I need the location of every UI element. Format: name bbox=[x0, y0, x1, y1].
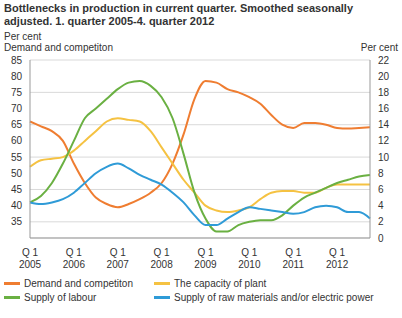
svg-text:16: 16 bbox=[378, 103, 390, 114]
svg-text:Q 12008: Q 12008 bbox=[150, 247, 173, 268]
svg-text:Q 12006: Q 12006 bbox=[63, 247, 86, 268]
svg-text:4: 4 bbox=[378, 200, 384, 211]
svg-text:18: 18 bbox=[378, 87, 390, 98]
svg-text:6: 6 bbox=[378, 184, 384, 195]
html-text:Supply of labour: Supply of labour bbox=[24, 292, 97, 303]
svg-text:22: 22 bbox=[378, 55, 390, 66]
svg-text:45: 45 bbox=[11, 184, 23, 195]
svg-text:80: 80 bbox=[11, 71, 23, 82]
svg-text:75: 75 bbox=[11, 87, 23, 98]
svg-text:8: 8 bbox=[378, 168, 384, 179]
svg-text:12: 12 bbox=[378, 135, 390, 146]
svg-text:55: 55 bbox=[11, 152, 23, 163]
html-text:The capacity of plant: The capacity of plant bbox=[174, 278, 267, 289]
svg-text:50: 50 bbox=[11, 168, 23, 179]
svg-text:Q 12007: Q 12007 bbox=[107, 247, 130, 268]
svg-text:35: 35 bbox=[11, 216, 23, 227]
svg-text:10: 10 bbox=[378, 152, 390, 163]
svg-text:60: 60 bbox=[11, 135, 23, 146]
svg-text:70: 70 bbox=[11, 103, 23, 114]
svg-text:Q 12012: Q 12012 bbox=[326, 247, 349, 268]
svg-text:2: 2 bbox=[378, 216, 384, 227]
svg-text:0: 0 bbox=[378, 233, 384, 244]
html-text:Per cent: Per cent bbox=[360, 42, 398, 53]
html-text:Supply of raw materials and/or: Supply of raw materials and/or electric … bbox=[174, 292, 374, 303]
html-text:Bottlenecks in production in c: Bottlenecks in production in current qua… bbox=[4, 2, 353, 27]
svg-text:14: 14 bbox=[378, 119, 390, 130]
svg-text:65: 65 bbox=[11, 119, 23, 130]
svg-text:Q 12010: Q 12010 bbox=[238, 247, 261, 268]
svg-text:85: 85 bbox=[11, 55, 23, 66]
svg-text:Q 12009: Q 12009 bbox=[194, 247, 217, 268]
html-text:Per cent: Per cent bbox=[4, 31, 42, 42]
svg-text:20: 20 bbox=[378, 71, 390, 82]
svg-text:Q 12011: Q 12011 bbox=[282, 247, 304, 268]
svg-text:40: 40 bbox=[11, 200, 23, 211]
html-text:Demand and competiton: Demand and competiton bbox=[24, 278, 133, 289]
svg-text:Q 12005: Q 12005 bbox=[19, 247, 42, 268]
html-text:Demand and competiton: Demand and competiton bbox=[4, 42, 113, 53]
